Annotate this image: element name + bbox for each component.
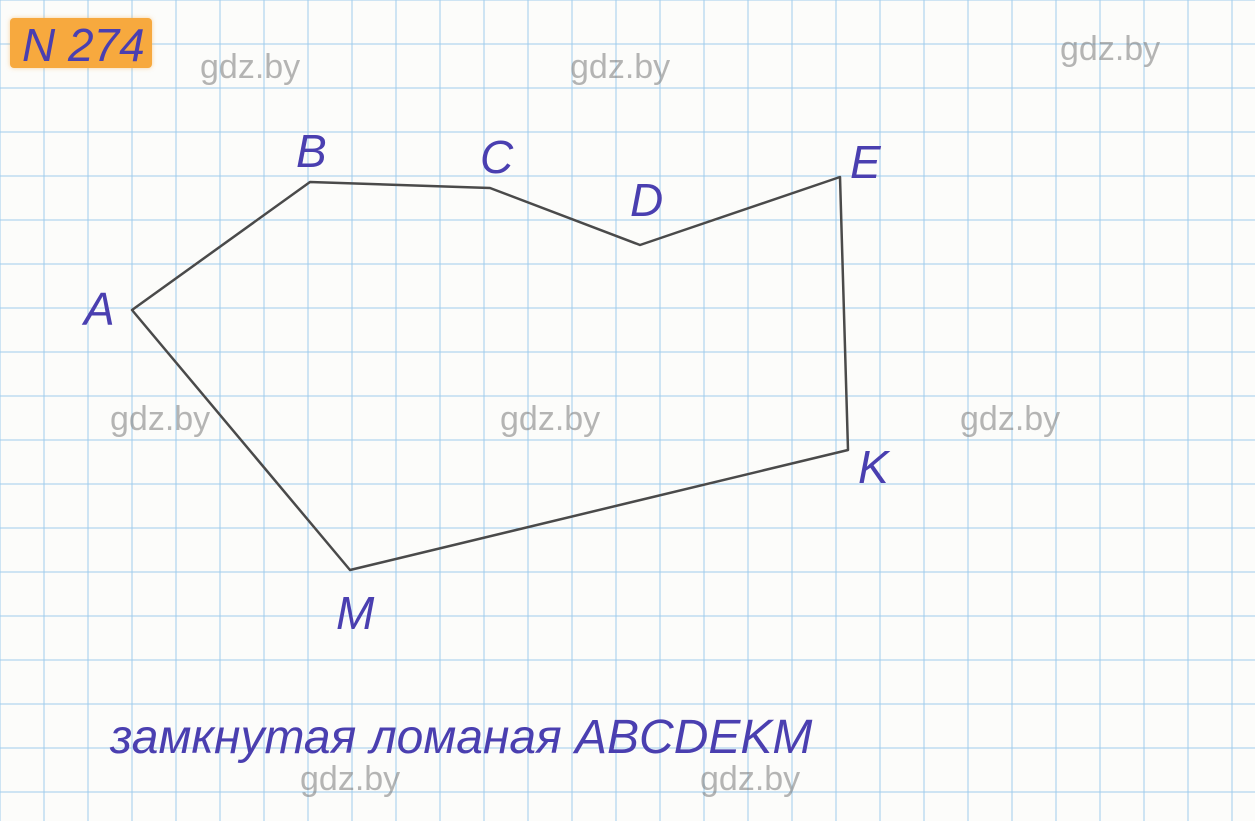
vertex-label-C: C xyxy=(480,130,513,184)
vertex-label-B: B xyxy=(296,124,327,178)
vertex-label-A: A xyxy=(84,282,115,336)
vertex-label-K: K xyxy=(858,440,889,494)
vertex-labels-container: A B C D E K M xyxy=(0,0,1255,821)
vertex-label-E: E xyxy=(850,135,881,189)
vertex-label-D: D xyxy=(630,173,663,227)
notebook-page: N 274 ABCDEKM gdz.bygdz.bygdz.bygdz.bygd… xyxy=(0,0,1255,821)
vertex-label-M: M xyxy=(336,586,374,640)
